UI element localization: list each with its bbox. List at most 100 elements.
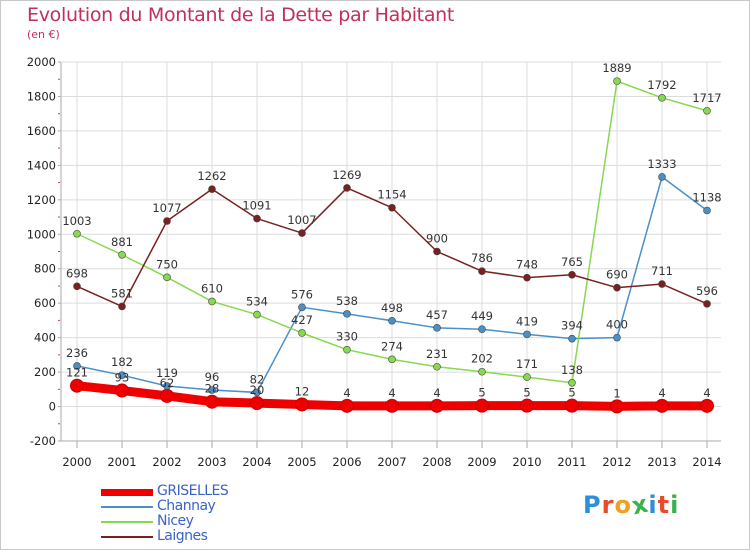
data-point-laignes <box>208 185 216 193</box>
data-point-nicey <box>433 362 441 371</box>
data-point-nicey <box>568 378 576 387</box>
data-point-laignes <box>523 273 531 282</box>
data-point-griselles <box>205 394 219 409</box>
y-tick-label: 600 <box>34 296 56 310</box>
logo-letter: r <box>601 491 615 519</box>
data-label-nicey: 750 <box>156 257 178 271</box>
logo-letter: t <box>657 491 671 519</box>
data-point-channay <box>523 330 531 339</box>
proxiti-logo: Proxiti <box>583 490 680 521</box>
data-point-channay <box>703 206 711 215</box>
data-label-channay: 498 <box>381 301 403 315</box>
data-label-nicey: 881 <box>111 235 133 249</box>
data-label-nicey: 1889 <box>602 61 631 75</box>
data-label-griselles: 4 <box>658 386 665 400</box>
data-point-channay <box>253 388 261 397</box>
data-point-laignes <box>433 247 441 256</box>
data-point-laignes <box>568 270 576 279</box>
data-label-channay: 96 <box>205 370 220 384</box>
x-tick-label: 2007 <box>377 455 406 469</box>
legend-label-nicey: Nicey <box>157 513 194 529</box>
y-tick-label: 1200 <box>27 193 56 207</box>
x-tick-label: 2013 <box>647 455 676 469</box>
y-tick-label: 1600 <box>27 124 56 138</box>
legend-swatch-griselles <box>101 488 153 496</box>
legend-item-laignes: Laignes <box>101 529 301 544</box>
data-point-nicey <box>343 345 351 354</box>
data-label-nicey: 427 <box>291 313 313 327</box>
data-point-laignes <box>118 302 126 311</box>
data-point-griselles <box>520 398 534 413</box>
x-tick-label: 2003 <box>197 455 226 469</box>
logo-letter: i <box>648 491 658 519</box>
data-label-griselles: 121 <box>66 366 88 380</box>
data-point-laignes <box>388 203 396 212</box>
data-label-nicey: 1003 <box>62 214 91 228</box>
data-point-laignes <box>73 282 81 291</box>
data-point-griselles <box>475 398 489 413</box>
x-tick-label: 2010 <box>512 455 541 469</box>
data-label-griselles: 4 <box>388 386 395 400</box>
data-label-channay: 394 <box>561 319 583 333</box>
data-label-nicey: 1717 <box>692 91 721 105</box>
logo-letter: P <box>583 491 602 519</box>
y-tick-label: 1800 <box>27 89 56 103</box>
data-label-channay: 538 <box>336 294 358 308</box>
data-point-griselles <box>250 396 264 411</box>
data-point-channay <box>613 333 621 342</box>
y-tick-label: 200 <box>34 365 56 379</box>
data-point-nicey <box>658 94 666 102</box>
x-tick-label: 2001 <box>107 455 136 469</box>
legend-label-channay: Channay <box>157 498 216 514</box>
data-point-laignes <box>703 300 711 308</box>
data-point-channay <box>343 310 351 318</box>
data-label-griselles: 28 <box>205 382 220 396</box>
data-label-laignes: 1007 <box>287 213 316 227</box>
legend-label-laignes: Laignes <box>157 528 208 544</box>
y-tick-label: 800 <box>34 262 56 276</box>
data-label-channay: 1333 <box>647 157 676 171</box>
data-point-griselles <box>70 378 84 393</box>
data-label-nicey: 171 <box>516 357 538 371</box>
data-label-nicey: 534 <box>246 295 268 309</box>
legend-item-channay: Channay <box>101 499 301 514</box>
data-label-laignes: 765 <box>561 255 583 269</box>
data-label-channay: 182 <box>111 355 133 369</box>
data-label-laignes: 1154 <box>377 188 406 202</box>
data-label-griselles: 5 <box>523 386 530 400</box>
data-label-laignes: 786 <box>471 251 493 265</box>
data-label-griselles: 5 <box>478 386 485 400</box>
chart-unit: (en €) <box>27 28 60 41</box>
chart-legend: GRISELLES Channay Nicey Laignes <box>101 484 301 544</box>
x-tick-label: 2004 <box>242 455 271 469</box>
data-point-nicey <box>163 273 171 282</box>
data-label-laignes: 1091 <box>242 199 271 213</box>
data-label-channay: 457 <box>426 308 448 322</box>
data-point-griselles <box>610 399 624 414</box>
data-point-griselles <box>115 383 129 398</box>
data-label-nicey: 610 <box>201 281 223 295</box>
x-tick-label: 2000 <box>62 455 91 469</box>
logo-letter: i <box>670 491 680 519</box>
data-label-griselles: 93 <box>115 371 130 385</box>
data-point-channay <box>658 173 666 181</box>
data-label-channay: 236 <box>66 346 88 360</box>
data-point-channay <box>388 316 396 325</box>
legend-item-nicey: Nicey <box>101 514 301 529</box>
data-label-laignes: 1269 <box>332 168 361 182</box>
data-point-griselles <box>430 398 444 413</box>
data-point-nicey <box>388 355 396 364</box>
data-point-nicey <box>253 310 261 319</box>
data-label-channay: 119 <box>156 366 178 380</box>
data-label-griselles: 4 <box>433 386 440 400</box>
data-point-laignes <box>658 280 666 288</box>
x-tick-label: 2014 <box>692 455 721 469</box>
data-label-griselles: 12 <box>295 384 310 398</box>
chart-title: Evolution du Montant de la Dette par Hab… <box>27 4 455 26</box>
x-tick-label: 2006 <box>332 455 361 469</box>
legend-swatch-nicey <box>101 521 153 523</box>
data-point-channay <box>73 362 81 370</box>
legend-swatch-laignes <box>101 536 153 538</box>
data-label-griselles: 5 <box>568 386 575 400</box>
